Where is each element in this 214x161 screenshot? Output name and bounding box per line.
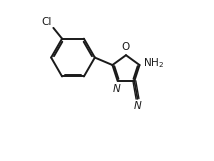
Text: N: N — [113, 84, 120, 94]
Text: NH$_2$: NH$_2$ — [143, 57, 164, 70]
Text: O: O — [122, 42, 130, 52]
Text: N: N — [134, 101, 141, 111]
Text: Cl: Cl — [42, 17, 52, 27]
